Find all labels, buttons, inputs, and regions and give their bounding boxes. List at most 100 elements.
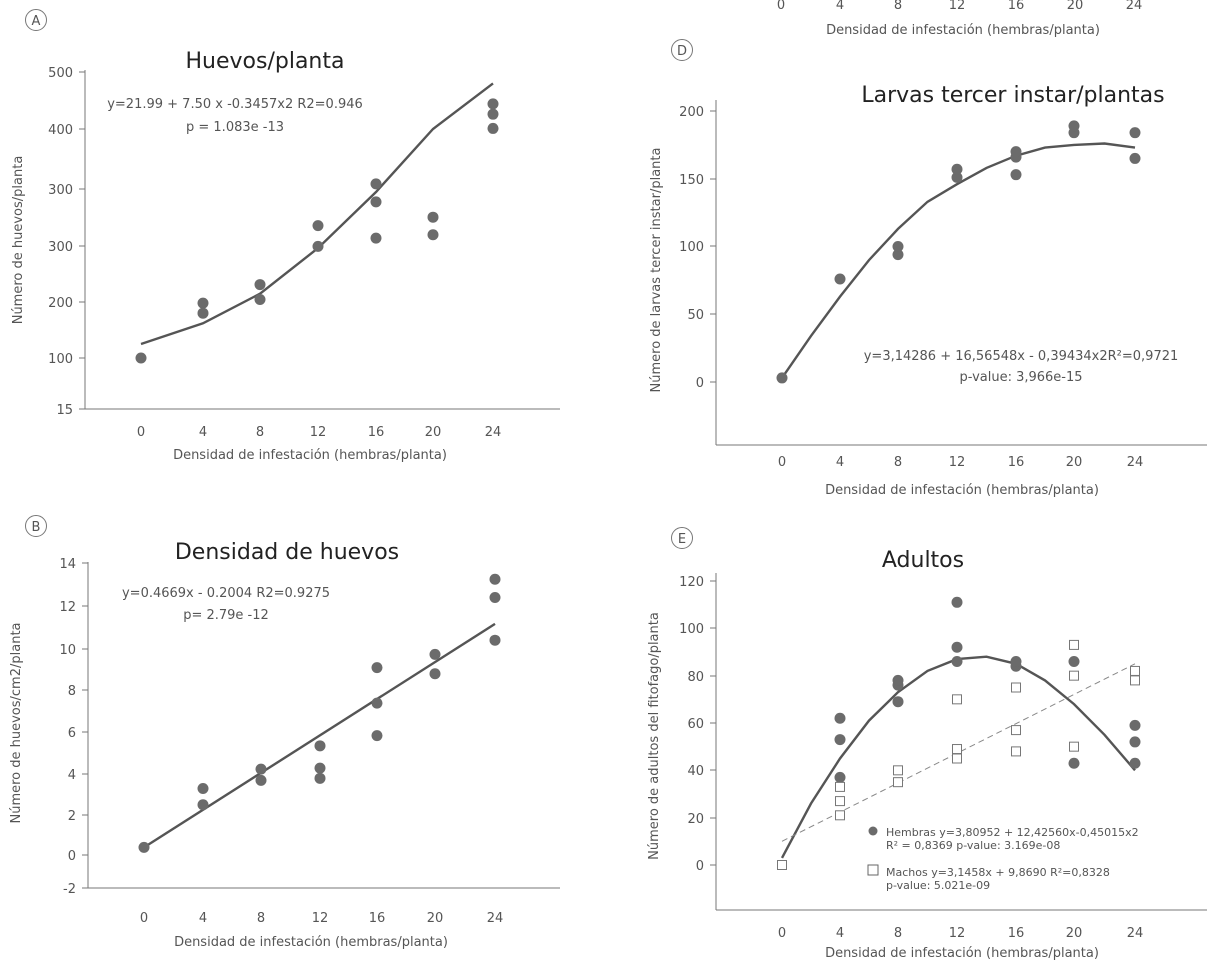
data-point — [1129, 757, 1141, 769]
panel-label-circle — [25, 9, 47, 31]
x-tick-label: 12 — [312, 911, 329, 926]
data-point — [197, 782, 209, 794]
data-point-square — [1069, 670, 1079, 681]
data-point — [834, 712, 846, 724]
panel-label-circle — [25, 515, 47, 537]
data-point — [314, 772, 326, 784]
data-point — [312, 240, 324, 252]
panel-label: B — [32, 520, 41, 535]
data-point — [487, 108, 499, 120]
y-axis-label: Número de huevos/cm2/planta — [9, 622, 24, 823]
data-point — [487, 98, 499, 110]
x-tick-label: 0 — [140, 911, 148, 926]
y-tick-label: 0 — [696, 859, 704, 874]
data-point — [254, 279, 266, 291]
panel-label: D — [677, 44, 687, 59]
data-point-square — [893, 765, 903, 776]
data-point — [138, 841, 150, 853]
data-point-square — [835, 810, 845, 821]
chart-panel-a: A 0 4 8 12 16 20 24 Densidad de infestación (hem… — [11, 9, 560, 463]
x-tick-label: 0 — [137, 425, 145, 440]
x-tick-label: 24 — [487, 911, 504, 926]
data-point — [1010, 655, 1022, 667]
y-tick-label: 80 — [687, 670, 704, 685]
data-point — [371, 730, 383, 742]
y-tick-label: 60 — [687, 717, 704, 732]
y-tick-label: 20 — [687, 812, 704, 827]
y-tick-label: 300 — [48, 240, 73, 255]
panel-label-circle — [671, 527, 693, 549]
x-axis-label: Densidad de infestación (hembras/planta) — [826, 23, 1100, 38]
data-point-square — [1011, 725, 1021, 736]
chart-title: Adultos — [882, 548, 964, 573]
data-point-square — [1011, 746, 1021, 757]
data-point-square — [893, 777, 903, 788]
data-point — [487, 122, 499, 134]
chart-panel-e: E 0 4 8 12 16 20 24 Densidad de infestación (hem… — [647, 527, 1207, 961]
fit-equation: p= 2.79e -12 — [183, 608, 269, 623]
x-tick-label: 8 — [256, 425, 264, 440]
data-point — [1129, 127, 1141, 139]
data-point — [370, 232, 382, 244]
x-tick-label: 0 — [778, 455, 786, 470]
x-tick-label: 20 — [1067, 0, 1084, 13]
legend-marker-circle — [868, 826, 878, 836]
legend-text: Hembras y=3,80952 + 12,42560x-0,45015x2 — [886, 826, 1139, 839]
legend-text: p-value: 5.021e-09 — [886, 879, 990, 892]
data-point-square — [1069, 741, 1079, 752]
data-point — [427, 211, 439, 223]
x-tick-label: 12 — [949, 926, 966, 941]
data-point — [489, 634, 501, 646]
y-tick-label: 50 — [687, 308, 704, 323]
panel-label: E — [678, 532, 686, 547]
y-tick-label: 0 — [68, 849, 76, 864]
fit-equation: y=3,14286 + 16,56548x - 0,39434x2R²=0,97… — [864, 349, 1179, 364]
y-tick-label: 100 — [679, 622, 704, 637]
y-tick-label: 0 — [696, 376, 704, 391]
data-point — [427, 229, 439, 241]
data-point — [370, 178, 382, 190]
x-axis-label: Densidad de infestación (hembras/planta) — [825, 946, 1099, 961]
x-tick-label: 8 — [894, 0, 902, 13]
data-point — [197, 297, 209, 309]
data-point — [255, 774, 267, 786]
y-tick-label: 120 — [679, 575, 704, 590]
data-point — [1068, 757, 1080, 769]
data-point — [489, 573, 501, 585]
panel-label-circle — [671, 39, 693, 61]
data-point — [892, 696, 904, 708]
fit-equation: y=21.99 + 7.50 x -0.3457x2 R2=0.946 — [107, 97, 363, 112]
y-tick-label: 200 — [679, 105, 704, 120]
data-point — [1068, 120, 1080, 132]
data-point-square — [1011, 682, 1021, 693]
data-point — [255, 763, 267, 775]
x-tick-label: 4 — [836, 926, 844, 941]
y-tick-label: 40 — [687, 764, 704, 779]
x-tick-label: 24 — [485, 425, 502, 440]
data-point — [1010, 146, 1022, 158]
y-axis-label: Número de larvas tercer instar/planta — [649, 148, 664, 393]
y-tick-label: 500 — [48, 66, 73, 81]
data-point — [834, 771, 846, 783]
data-point — [197, 307, 209, 319]
y-tick-label: 200 — [48, 296, 73, 311]
x-tick-label: 0 — [777, 0, 785, 13]
chart-title: Huevos/planta — [186, 49, 345, 74]
y-tick-label: -2 — [63, 882, 76, 897]
data-point — [1010, 169, 1022, 181]
x-tick-label: 16 — [1008, 0, 1025, 13]
data-point — [951, 641, 963, 653]
data-point — [314, 740, 326, 752]
legend-text: R² = 0,8369 p-value: 3.169e-08 — [886, 839, 1060, 852]
y-tick-label: 10 — [59, 643, 76, 658]
chart-title: Larvas tercer instar/plantas — [861, 83, 1164, 108]
chart-panel-d: D 0 4 8 12 16 20 24 Densidad de infestación (hem… — [649, 39, 1207, 498]
data-point-square — [835, 796, 845, 807]
data-point — [371, 662, 383, 674]
data-point-square — [1069, 639, 1079, 650]
x-tick-label: 16 — [1008, 455, 1025, 470]
data-point — [892, 674, 904, 686]
x-tick-label: 12 — [949, 0, 966, 13]
